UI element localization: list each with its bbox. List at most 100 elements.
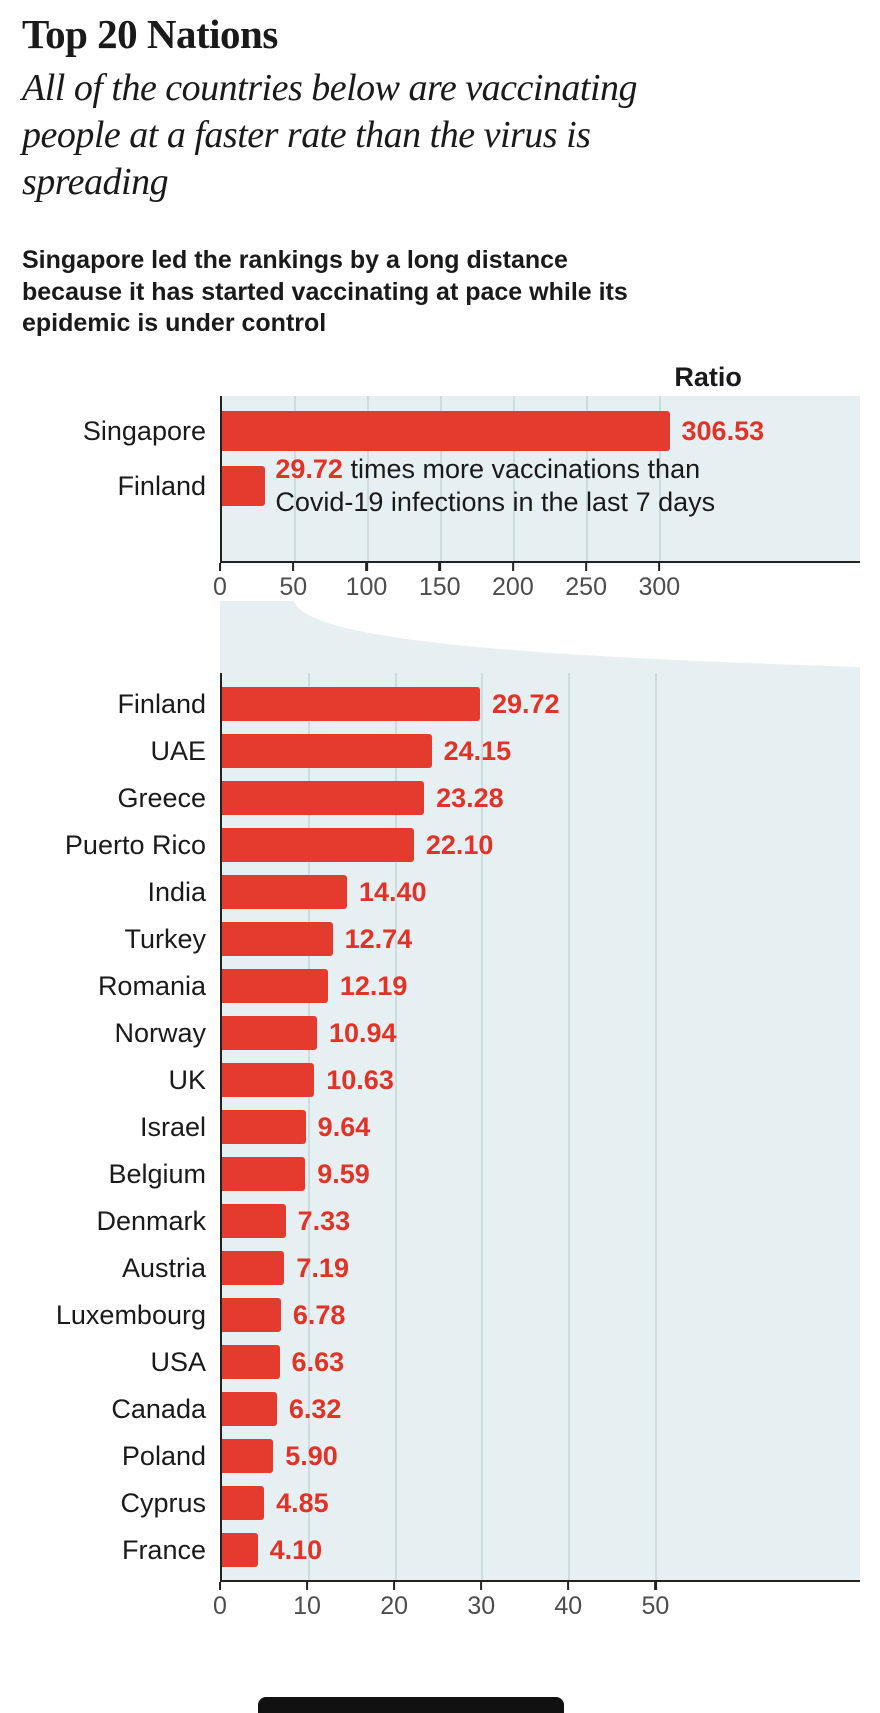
bar-row: 6.63 bbox=[222, 1339, 860, 1386]
label-column-spacer bbox=[22, 358, 220, 396]
bar-row: 4.10 bbox=[222, 1527, 860, 1574]
bar-puerto-rico bbox=[222, 828, 414, 863]
bar-row: 5.90 bbox=[222, 1433, 860, 1480]
category-label: Finland bbox=[117, 470, 206, 501]
header-track: Ratio bbox=[220, 358, 860, 396]
x-axis-row: 0 50 100 150 200 250 300 bbox=[22, 560, 860, 602]
tick-mark bbox=[305, 1581, 309, 1590]
x-axis-tick: 150 bbox=[419, 562, 461, 602]
category-label: India bbox=[147, 876, 206, 907]
category-label: Finland bbox=[117, 688, 206, 719]
zoom-transition-row bbox=[22, 600, 860, 673]
x-axis-tick: 50 bbox=[641, 1581, 669, 1621]
x-axis-tick: 200 bbox=[492, 562, 534, 602]
chart-body: Finland UAE Greece Puerto Rico India Turkey Ro… bbox=[22, 672, 860, 1580]
category-label: UAE bbox=[150, 735, 206, 766]
gridline bbox=[585, 395, 588, 561]
bar-usa bbox=[222, 1345, 280, 1380]
category-label: Austria bbox=[121, 1252, 206, 1283]
bar-value: 7.19 bbox=[296, 1252, 349, 1283]
category-label: Singapore bbox=[82, 415, 206, 446]
category-labels: Finland UAE Greece Puerto Rico India Turkey Ro… bbox=[22, 673, 220, 1580]
partial-bottom-bar bbox=[258, 1697, 564, 1713]
gridline bbox=[439, 395, 442, 561]
bar-value: 23.28 bbox=[436, 782, 504, 813]
chart-description: Singapore led the rankings by a long dis… bbox=[22, 246, 628, 338]
bar-value: 22.10 bbox=[425, 829, 494, 860]
tick-mark bbox=[438, 562, 441, 571]
category-label: Denmark bbox=[96, 1205, 206, 1236]
bar-row: 14.40 bbox=[222, 869, 860, 916]
category-label: Cyprus bbox=[120, 1487, 206, 1518]
category-label: France bbox=[121, 1534, 206, 1565]
bar-row: 9.64 bbox=[222, 1104, 860, 1151]
bar-value: 14.40 bbox=[358, 876, 427, 907]
category-label: Norway bbox=[114, 1017, 206, 1048]
label-column-spacer bbox=[22, 1580, 220, 1620]
bar-value: 6.78 bbox=[292, 1299, 346, 1330]
bar-value: 10.94 bbox=[328, 1017, 397, 1048]
tick-mark bbox=[567, 1581, 570, 1590]
bar-value: 4.10 bbox=[269, 1534, 323, 1565]
gridline bbox=[512, 395, 515, 561]
bar-row: 22.10 bbox=[222, 822, 860, 869]
label-column-spacer bbox=[22, 561, 220, 601]
bar-value: 12.74 bbox=[344, 923, 413, 954]
chart-header: Ratio bbox=[22, 358, 860, 396]
tick-mark bbox=[365, 562, 368, 571]
bar-row: 24.15 bbox=[222, 728, 860, 775]
x-axis-tick: 10 bbox=[293, 1581, 321, 1621]
x-axis-tick: 0 bbox=[213, 1581, 227, 1621]
bar-turkey bbox=[222, 922, 333, 957]
bar-belgium bbox=[222, 1157, 306, 1192]
bar-india bbox=[222, 875, 347, 910]
bar-cyprus bbox=[222, 1486, 265, 1521]
bar-value: 24.15 bbox=[443, 735, 512, 766]
bar-romania bbox=[222, 969, 328, 1004]
bar-luxembourg bbox=[222, 1298, 281, 1333]
bar-uk bbox=[222, 1063, 315, 1098]
overview-bar-chart: Ratio Singapore Finland 306.53 29.72 times… bbox=[22, 358, 860, 601]
category-label: Romania bbox=[97, 970, 206, 1001]
ratio-axis-label: Ratio bbox=[674, 361, 742, 392]
bar-france bbox=[222, 1533, 258, 1568]
bar-row: 12.19 bbox=[222, 963, 860, 1010]
tick-mark bbox=[511, 562, 515, 571]
gridline bbox=[655, 672, 657, 1580]
bar-row: 7.19 bbox=[222, 1245, 860, 1292]
gridline bbox=[307, 672, 310, 1580]
category-label: Luxembourg bbox=[55, 1299, 206, 1330]
bar-value: 29.72 bbox=[491, 688, 560, 719]
tick-mark bbox=[392, 1581, 396, 1590]
x-axis-tick: 250 bbox=[565, 562, 607, 602]
gridline bbox=[481, 672, 484, 1580]
x-axis-row: 0 10 20 30 40 50 bbox=[22, 1579, 860, 1621]
gridline bbox=[366, 395, 369, 561]
bar-value: 5.90 bbox=[285, 1440, 338, 1471]
bar-row: 306.53 bbox=[222, 404, 860, 459]
category-label: Canada bbox=[111, 1393, 206, 1424]
bar-row: 10.63 bbox=[222, 1057, 860, 1104]
tick-mark bbox=[218, 562, 222, 571]
category-label: Poland bbox=[121, 1440, 206, 1471]
bar-value: 7.33 bbox=[297, 1205, 351, 1236]
category-label: Belgium bbox=[108, 1158, 206, 1189]
bar-canada bbox=[222, 1392, 277, 1427]
bar-value: 29.72 bbox=[275, 454, 343, 485]
x-axis-tick: 300 bbox=[638, 562, 680, 602]
label-column-spacer bbox=[22, 601, 220, 673]
bar-row: 4.85 bbox=[222, 1480, 860, 1527]
category-label: Greece bbox=[117, 782, 206, 813]
bar-austria bbox=[222, 1251, 285, 1286]
x-axis-tick: 50 bbox=[279, 562, 307, 602]
bar-row: 9.59 bbox=[222, 1151, 860, 1198]
bar-uae bbox=[222, 734, 432, 769]
bar-value: 306.53 bbox=[681, 415, 765, 446]
bar-singapore bbox=[222, 411, 670, 452]
detail-bar-chart: Finland UAE Greece Puerto Rico India Turkey Ro… bbox=[22, 672, 860, 1621]
gridline bbox=[293, 395, 296, 561]
infographic-page: Top 20 Nations All of the countries belo… bbox=[22, 11, 860, 1621]
tick-mark bbox=[658, 562, 661, 571]
bar-poland bbox=[222, 1439, 274, 1474]
category-label: Turkey bbox=[124, 923, 206, 954]
